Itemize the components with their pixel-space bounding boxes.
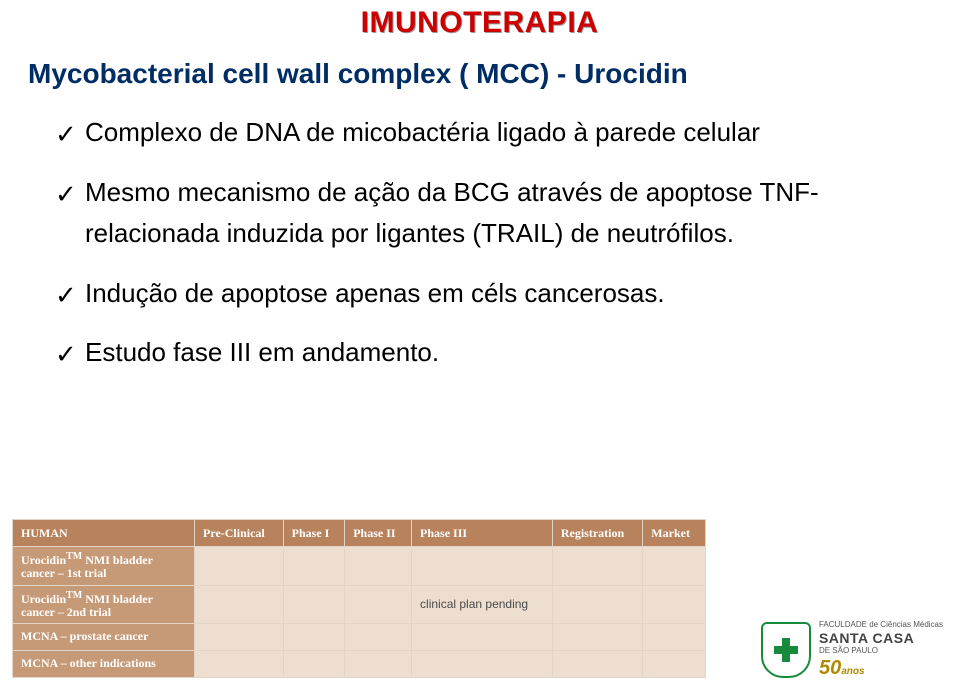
list-item: ✓ Estudo fase III em andamento.	[55, 332, 919, 374]
list-item: ✓ Complexo de DNA de micobactéria ligado…	[55, 112, 919, 154]
page-title: IMUNOTERAPIA	[0, 6, 959, 40]
table-cell	[195, 547, 284, 585]
col-header: Pre-Clinical	[195, 520, 284, 547]
table-cell	[643, 585, 706, 623]
bullet-text: Mesmo mecanismo de ação da BCG através d…	[85, 177, 819, 249]
row-label: MCNA – prostate cancer	[13, 624, 195, 651]
col-header: Phase I	[283, 520, 345, 547]
table-row: MCNA – prostate cancer	[13, 624, 706, 651]
table-cell	[345, 585, 412, 623]
table-cell	[552, 585, 642, 623]
table-row: MCNA – other indications	[13, 651, 706, 678]
table-cell: clinical plan pending	[412, 585, 553, 623]
check-icon: ✓	[55, 114, 77, 156]
row-label: UrocidinTM NMI bladder cancer – 2nd tria…	[13, 585, 195, 623]
bullet-text: Complexo de DNA de micobactéria ligado à…	[85, 117, 760, 147]
list-item: ✓ Indução de apoptose apenas em céls can…	[55, 273, 919, 315]
logo-years-label: anos	[841, 666, 864, 677]
table-cell	[412, 624, 553, 651]
institution-logo: FACULDADE de Ciências Médicas SANTA CASA…	[761, 620, 943, 680]
table-cell	[283, 547, 345, 585]
table-cell	[283, 624, 345, 651]
table-cell	[643, 547, 706, 585]
logo-years-num: 50	[819, 657, 841, 679]
cross-icon	[774, 638, 798, 662]
table-cell	[283, 651, 345, 678]
table-cell	[643, 624, 706, 651]
row-label: MCNA – other indications	[13, 651, 195, 678]
table-cell	[195, 651, 284, 678]
table-row: UrocidinTM NMI bladder cancer – 1st tria…	[13, 547, 706, 585]
logo-line1: FACULDADE de Ciências Médicas	[819, 620, 943, 630]
col-header: Phase II	[345, 520, 412, 547]
table-cell	[552, 651, 642, 678]
table-cell	[195, 624, 284, 651]
table-cell	[643, 651, 706, 678]
table-cell	[345, 547, 412, 585]
table-cell	[412, 547, 553, 585]
table-cell	[345, 651, 412, 678]
table-header-row: HUMAN Pre-Clinical Phase I Phase II Phas…	[13, 520, 706, 547]
table-cell	[283, 585, 345, 623]
logo-years: 50anos	[819, 657, 865, 679]
row-label: UrocidinTM NMI bladder cancer – 1st tria…	[13, 547, 195, 585]
table-cell	[412, 651, 553, 678]
section-heading: Mycobacterial cell wall complex ( MCC) -…	[28, 58, 959, 90]
table-body: UrocidinTM NMI bladder cancer – 1st tria…	[13, 547, 706, 678]
check-icon: ✓	[55, 334, 77, 376]
shield-icon	[761, 622, 811, 678]
table-cell	[552, 624, 642, 651]
trial-phase-table: HUMAN Pre-Clinical Phase I Phase II Phas…	[12, 519, 706, 678]
col-header: Market	[643, 520, 706, 547]
list-item: ✓ Mesmo mecanismo de ação da BCG através…	[55, 172, 919, 255]
check-icon: ✓	[55, 275, 77, 317]
col-header: HUMAN	[13, 520, 195, 547]
table-cell	[552, 547, 642, 585]
table-row: UrocidinTM NMI bladder cancer – 2nd tria…	[13, 585, 706, 623]
col-header: Registration	[552, 520, 642, 547]
bullet-text: Indução de apoptose apenas em céls cance…	[85, 278, 665, 308]
table-cell	[345, 624, 412, 651]
col-header: Phase III	[412, 520, 553, 547]
bullet-list: ✓ Complexo de DNA de micobactéria ligado…	[55, 112, 919, 374]
logo-line2: DE SÃO PAULO	[819, 646, 943, 656]
logo-main: SANTA CASA	[819, 630, 943, 647]
check-icon: ✓	[55, 174, 77, 216]
bullet-text: Estudo fase III em andamento.	[85, 337, 439, 367]
table-cell	[195, 585, 284, 623]
logo-text: FACULDADE de Ciências Médicas SANTA CASA…	[819, 620, 943, 680]
